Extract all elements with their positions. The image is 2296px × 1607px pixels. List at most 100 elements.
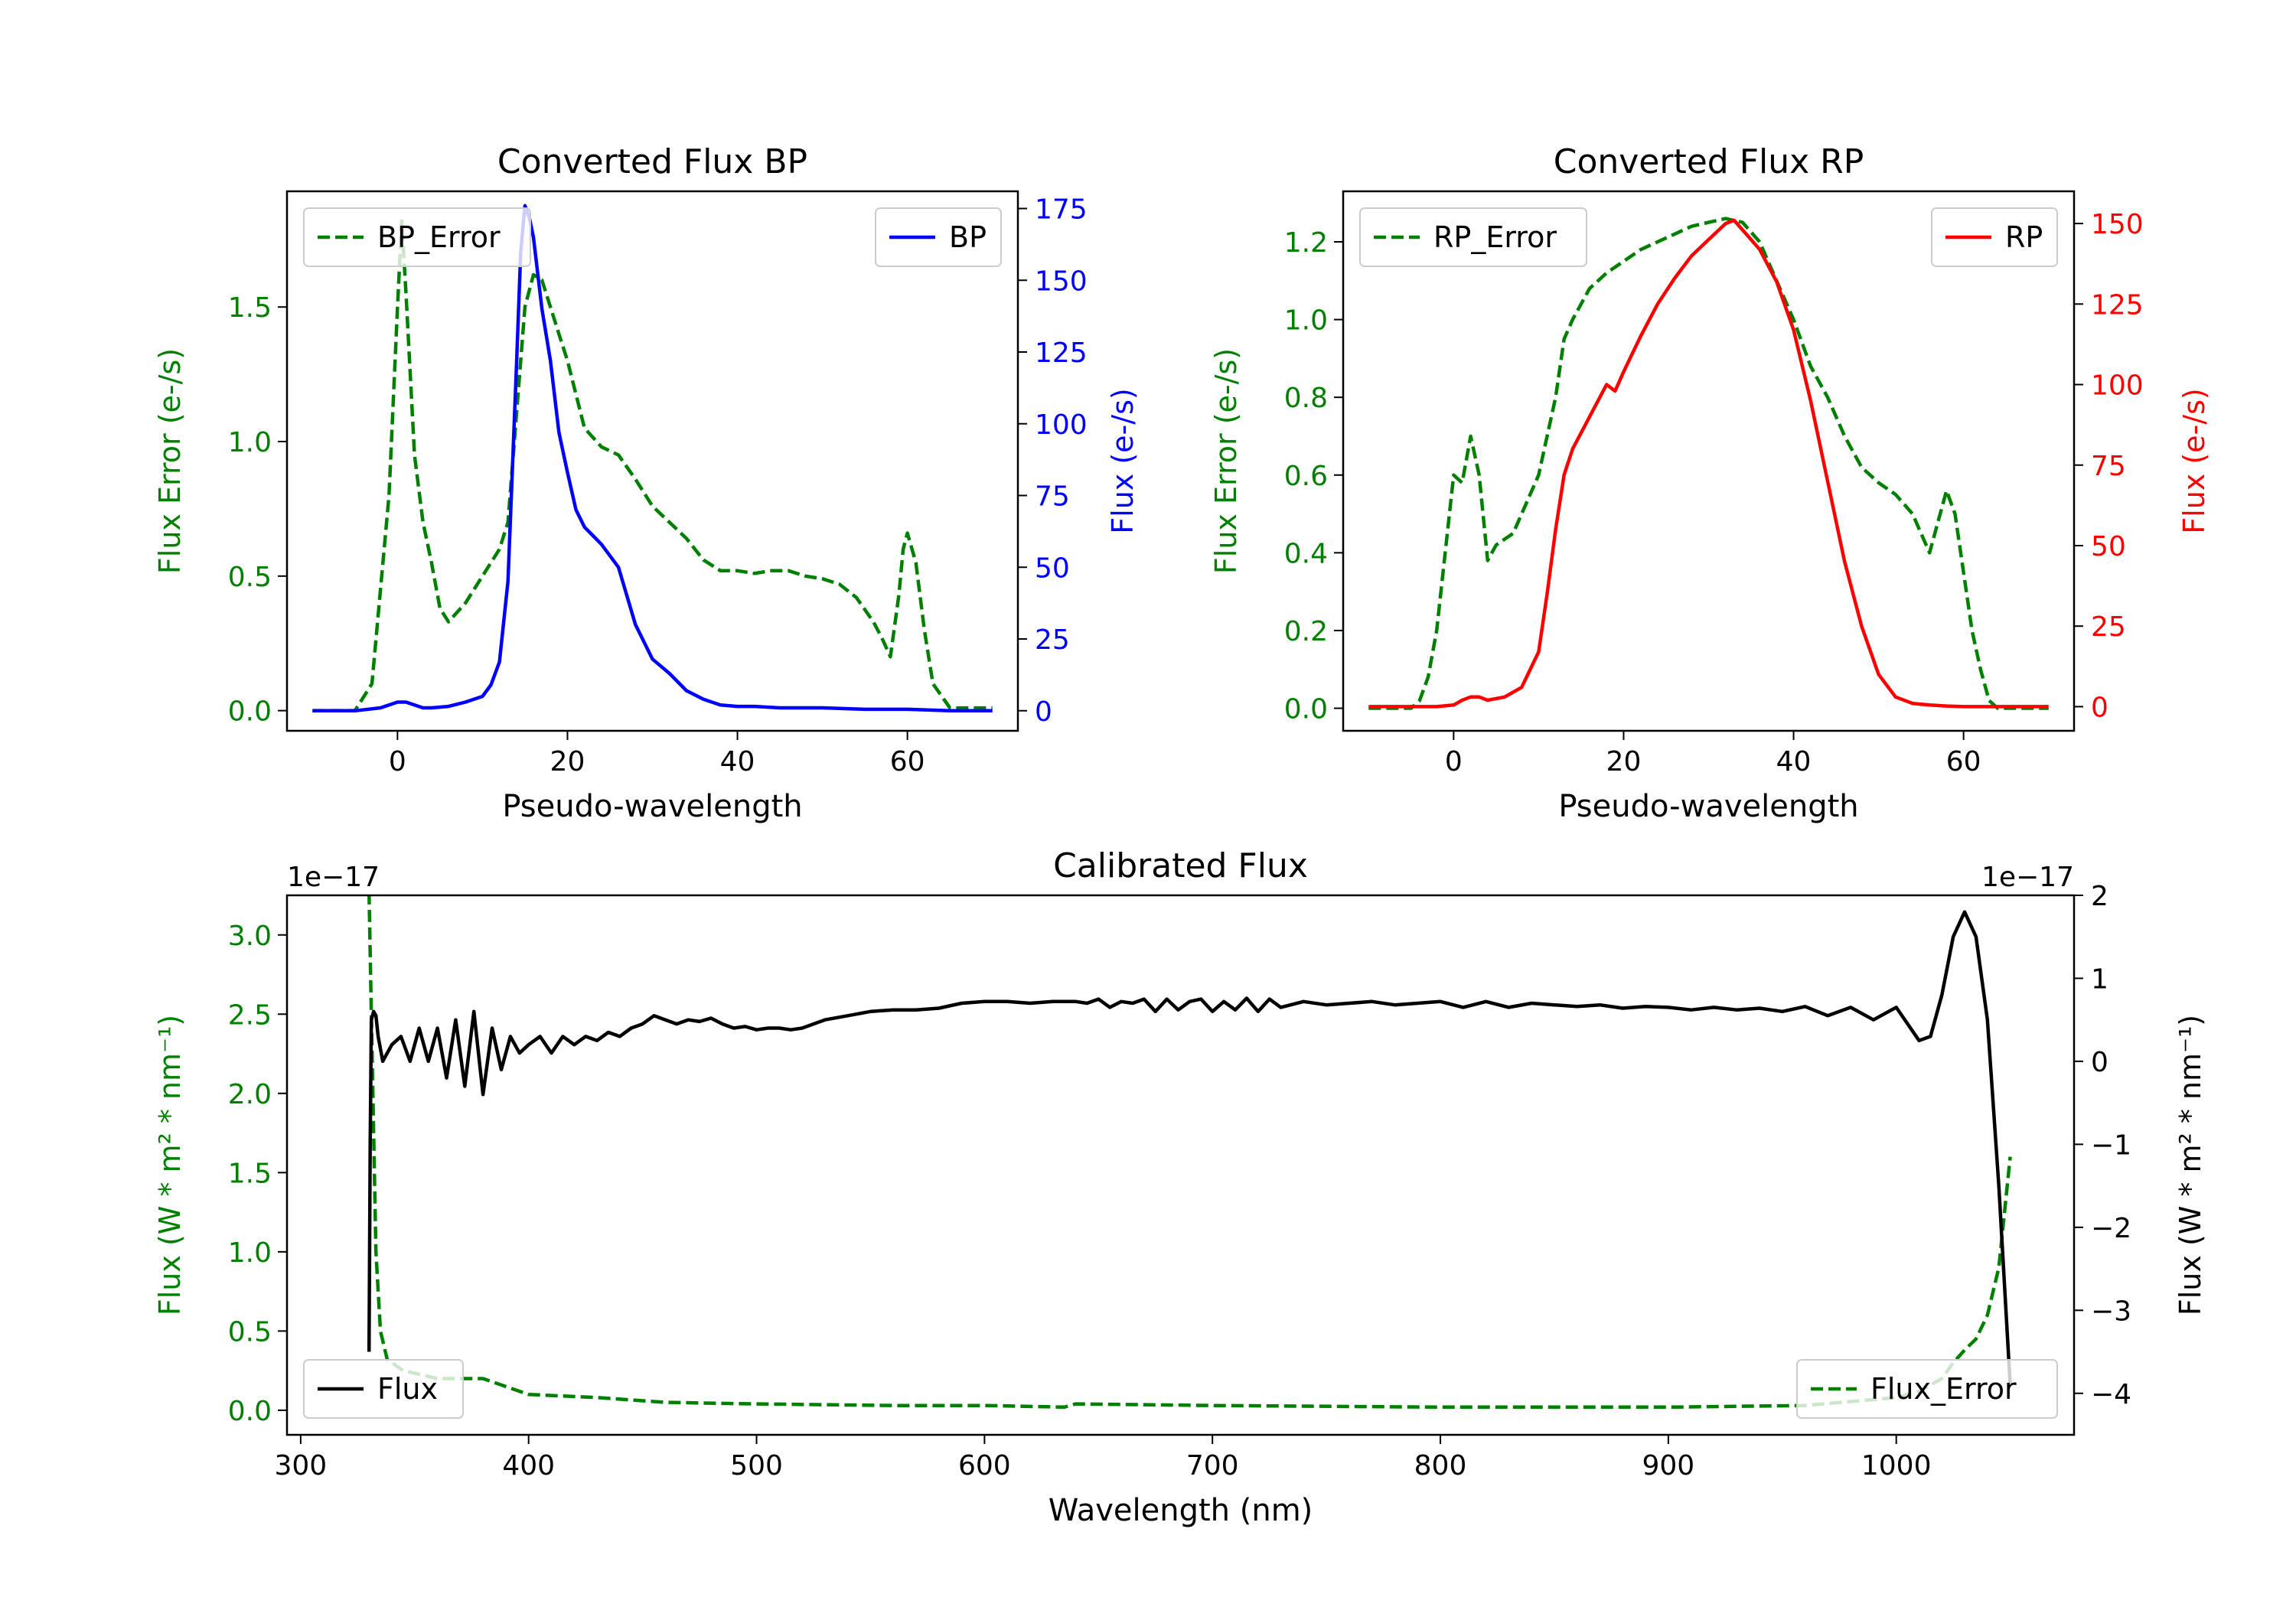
x-tick-label: 600 <box>958 1450 1011 1482</box>
legend-label: BP <box>949 220 987 254</box>
x-tick-label: 700 <box>1186 1450 1239 1482</box>
series-rp <box>1368 218 2049 709</box>
left-y-tick-label: 0.4 <box>1284 538 1328 569</box>
right-y-tick-label: 100 <box>2091 370 2144 402</box>
legend-box <box>1931 207 2058 267</box>
left-offset-text: 1e−17 <box>287 862 380 893</box>
plot-frame <box>1342 190 2076 732</box>
legend-label: Flux <box>377 1372 438 1406</box>
plot-frame <box>285 190 1019 732</box>
series-rp-error <box>1368 217 2049 710</box>
left-y-tick-label: 0.0 <box>228 696 272 728</box>
right-y-tick-label: 0 <box>2091 692 2108 723</box>
legend-rp: RP <box>1931 207 2058 267</box>
right-y-tick-label: 75 <box>2091 451 2126 482</box>
right-y-axis-label: Flux (e-/s) <box>2177 388 2211 533</box>
right-y-tick-label: 150 <box>1035 266 1088 297</box>
x-axis-label: Pseudo-wavelength <box>1558 789 1858 824</box>
left-y-axis-label: Flux Error (e-/s) <box>153 348 187 574</box>
x-tick-label: 400 <box>502 1450 555 1482</box>
right-y-tick-label: 150 <box>2091 209 2144 240</box>
left-y-tick-label: 1.0 <box>228 427 272 458</box>
x-tick-label: 0 <box>1445 746 1463 777</box>
series-bp-error <box>312 219 993 712</box>
left-y-tick-label: 1.5 <box>228 1158 272 1189</box>
left-y-tick-label: 0.5 <box>228 562 272 593</box>
series-bp <box>312 204 993 713</box>
left-y-tick-label: 1.2 <box>1284 227 1328 259</box>
right-offset-text: 1e−17 <box>1981 862 2074 893</box>
left-y-tick-label: 0.0 <box>1284 694 1328 725</box>
right-y-axis-label: Flux (W * m² * nm⁻¹) <box>2174 1015 2207 1315</box>
left-y-axis-label: Flux Error (e-/s) <box>1209 348 1243 574</box>
chart-bp: Converted Flux BP 0 20 40 60 Pseudo-wavelengt… <box>153 142 1140 824</box>
right-y-tick-label: 0 <box>2091 1047 2108 1078</box>
right-y-tick-label: 25 <box>1035 624 1070 656</box>
legend-flux-error: Flux_Error <box>1796 1359 2058 1419</box>
left-y-tick-label: 0.0 <box>228 1396 272 1427</box>
series-flux <box>367 910 2012 1386</box>
x-tick-label: 40 <box>720 746 755 777</box>
left-y-tick-label: 2.0 <box>228 1079 272 1110</box>
chart-title: Converted Flux RP <box>1554 142 1864 181</box>
chart-title: Converted Flux BP <box>497 142 807 181</box>
legend-label: BP_Error <box>377 220 501 254</box>
x-tick-label: 0 <box>389 746 406 777</box>
plot-frame <box>285 894 2076 1436</box>
left-y-tick-label: 0.8 <box>1284 383 1328 414</box>
x-tick-label: 900 <box>1642 1450 1695 1482</box>
right-y-tick-label: 0 <box>1035 696 1052 728</box>
x-tick-label: 300 <box>275 1450 328 1482</box>
left-y-tick-label: 1.5 <box>228 292 272 324</box>
right-y-tick-label: 50 <box>2091 531 2126 562</box>
legend-box <box>303 1359 464 1419</box>
legend-box <box>875 207 1002 267</box>
left-y-tick-label: 1.0 <box>228 1237 272 1269</box>
legend-bp-error: BP_Error <box>303 207 531 267</box>
legend-label: RP <box>2005 220 2043 254</box>
legend-rp-error: RP_Error <box>1359 207 1587 267</box>
x-tick-label: 40 <box>1776 746 1812 777</box>
right-y-axis-label: Flux (e-/s) <box>1106 388 1140 533</box>
x-axis-label: Wavelength (nm) <box>1049 1493 1313 1528</box>
left-y-tick-label: 0.5 <box>228 1316 272 1348</box>
x-tick-label: 60 <box>1946 746 1981 777</box>
plot-area <box>1368 217 2049 710</box>
right-y-tick-label: 1 <box>2091 963 2108 995</box>
right-y-tick-label: 175 <box>1035 194 1088 226</box>
right-y-tick-label: 125 <box>2091 289 2144 321</box>
x-tick-label: 20 <box>1606 746 1642 777</box>
right-y-tick-label: −3 <box>2091 1296 2131 1327</box>
right-y-tick-label: 2 <box>2091 881 2108 912</box>
right-y-tick-label: −1 <box>2091 1129 2131 1161</box>
x-tick-label: 20 <box>550 746 585 777</box>
right-y-tick-label: −2 <box>2091 1213 2131 1244</box>
x-tick-label: 800 <box>1414 1450 1467 1482</box>
x-tick-label: 60 <box>890 746 925 777</box>
left-y-axis-label: Flux (W * m² * nm⁻¹) <box>153 1015 187 1315</box>
left-y-tick-label: 1.0 <box>1284 305 1328 337</box>
left-y-tick-label: 2.5 <box>228 999 272 1031</box>
legend-label: Flux_Error <box>1870 1372 2017 1406</box>
right-y-tick-label: 100 <box>1035 409 1088 441</box>
left-y-tick-label: 0.2 <box>1284 616 1328 647</box>
x-tick-label: 1000 <box>1861 1450 1932 1482</box>
left-y-tick-label: 0.6 <box>1284 461 1328 492</box>
right-y-tick-label: 25 <box>2091 611 2126 643</box>
x-tick-label: 500 <box>730 1450 783 1482</box>
legend-box <box>303 207 531 267</box>
legend-box <box>1796 1359 2058 1419</box>
x-axis-label: Pseudo-wavelength <box>502 789 802 824</box>
legend-box <box>1359 207 1587 267</box>
plot-area <box>312 204 993 713</box>
chart-cal: Calibrated Flux 300 400 500 600 700 800 900 1000… <box>153 846 2207 1528</box>
right-y-tick-label: 75 <box>1035 481 1070 513</box>
legend-bp: BP <box>875 207 1002 267</box>
right-y-tick-label: −4 <box>2091 1379 2131 1410</box>
left-y-tick-label: 3.0 <box>228 921 272 952</box>
chart-rp: Converted Flux RP 0 20 40 60 Pseudo-wavelengt… <box>1209 142 2211 824</box>
legend-flux: Flux <box>303 1359 464 1419</box>
right-y-tick-label: 50 <box>1035 553 1070 584</box>
chart-title: Calibrated Flux <box>1053 846 1308 885</box>
